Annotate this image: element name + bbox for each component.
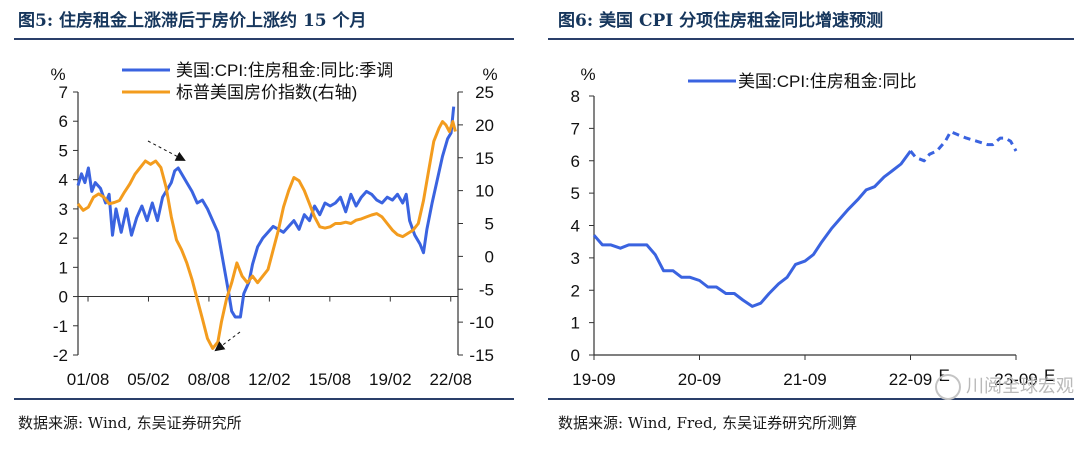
rent-cpi-forecast-line	[909, 130, 1018, 163]
watermark-logo-icon	[935, 374, 961, 400]
x-tick-label: 05/02	[127, 370, 170, 389]
x-tick-label: 08/08	[188, 370, 231, 389]
x-tick-label: 22/08	[429, 370, 472, 389]
figure-5-title: 图5: 住房租金上涨滞后于房价上涨约 15 个月	[18, 11, 367, 31]
left-tick-label: 6	[59, 112, 68, 131]
x-tick-label: 12/02	[248, 370, 291, 389]
left-tick-label: -2	[53, 346, 68, 365]
x-tick-suffix-estimate: E	[1044, 366, 1055, 385]
y-tick-label: 1	[571, 314, 580, 333]
x-tick-label: 22-09	[889, 370, 932, 389]
rent-cpi-actual-line	[592, 150, 912, 308]
right-axis-unit: %	[482, 65, 497, 84]
left-tick-label: 3	[59, 200, 68, 219]
y-tick-label: 2	[571, 281, 580, 300]
figure-5-panel: 图5: 住房租金上涨滞后于房价上涨约 15 个月 数据来源: Wind, 东吴证…	[14, 0, 514, 452]
watermark: 川阅全球宏观	[935, 372, 1074, 400]
x-tick-label: 19-09	[572, 370, 615, 389]
left-tick-label: 4	[59, 171, 68, 190]
y-tick-label: 8	[571, 87, 580, 106]
legend-label-house: 标普美国房价指数(右轴)	[176, 83, 357, 102]
right-tick-label: 10	[475, 182, 494, 201]
y-tick-label: 0	[571, 346, 580, 365]
right-tick-label: 25	[475, 83, 494, 102]
figure-6-panel: 图6: 美国 CPI 分项住房租金同比增速预测 数据来源: Wind, Fred…	[548, 0, 1074, 452]
right-tick-label: 5	[485, 215, 494, 234]
left-tick-label: 2	[59, 229, 68, 248]
legend-label: 美国:CPI:住房租金:同比	[738, 72, 917, 91]
figure-5-title-rule	[14, 38, 514, 40]
left-tick-label: 1	[59, 258, 68, 277]
figure-6-source: 数据来源: Wind, Fred, 东吴证券研究所测算	[558, 414, 858, 432]
left-tick-label: -1	[53, 317, 68, 336]
rent-cpi-line	[76, 106, 456, 319]
y-tick-label: 5	[571, 184, 580, 203]
x-tick-label: 19/02	[369, 370, 412, 389]
y-tick-label: 6	[571, 152, 580, 171]
y-axis-unit: %	[580, 65, 595, 84]
figure-6-bottom-rule	[548, 398, 1074, 400]
watermark-text: 川阅全球宏观	[966, 376, 1074, 397]
x-tick-label: 01/08	[67, 370, 110, 389]
left-tick-label: 5	[59, 141, 68, 160]
y-tick-label: 7	[571, 119, 580, 138]
x-tick-label: 21-09	[783, 370, 826, 389]
left-tick-label: 0	[59, 288, 68, 307]
x-tick-label: 15/08	[309, 370, 352, 389]
right-tick-label: 0	[485, 247, 494, 266]
right-tick-label: -10	[469, 313, 494, 332]
right-tick-label: -15	[469, 346, 494, 365]
right-tick-label: 20	[475, 116, 494, 135]
y-tick-label: 4	[571, 217, 580, 236]
figure-6-title: 图6: 美国 CPI 分项住房租金同比增速预测	[558, 11, 884, 31]
y-tick-label: 3	[571, 249, 580, 268]
lag-arrow-top	[147, 140, 186, 161]
left-tick-label: 7	[59, 83, 68, 102]
x-tick-label: 23-09	[994, 370, 1037, 389]
figure-5-source: 数据来源: Wind, 东吴证券研究所	[18, 414, 242, 432]
x-tick-label: 20-09	[678, 370, 721, 389]
figure-6-title-rule	[548, 38, 1074, 40]
right-tick-label: 15	[475, 149, 494, 168]
right-tick-label: -5	[479, 280, 494, 299]
figure-5-bottom-rule	[14, 398, 514, 400]
house-price-line	[76, 120, 457, 350]
left-axis-unit: %	[50, 65, 65, 84]
legend-label-rent: 美国:CPI:住房租金:同比:季调	[176, 61, 393, 80]
lag-arrow-bottom	[214, 331, 241, 352]
